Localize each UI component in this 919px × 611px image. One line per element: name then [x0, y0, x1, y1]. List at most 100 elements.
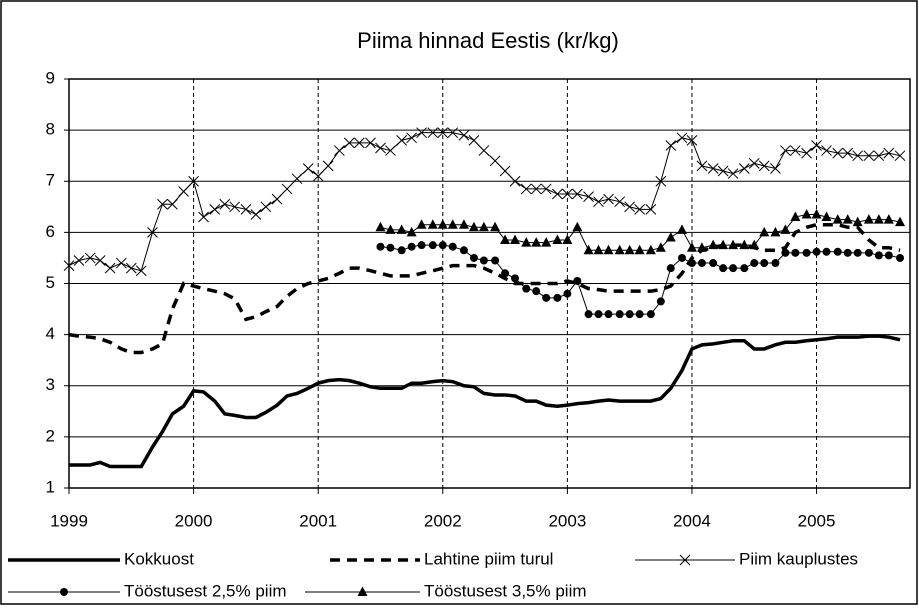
marker — [679, 554, 691, 566]
marker — [447, 219, 458, 229]
marker — [842, 147, 854, 159]
marker — [541, 237, 552, 247]
marker — [758, 160, 770, 172]
marker — [676, 132, 688, 144]
marker — [60, 588, 68, 596]
marker — [489, 155, 501, 167]
marker — [552, 188, 563, 200]
marker — [802, 248, 811, 257]
legend-item: Lahtine piim turul — [330, 549, 553, 568]
marker — [73, 255, 85, 266]
marker — [853, 248, 862, 257]
marker — [468, 134, 480, 146]
marker — [532, 287, 541, 296]
marker — [624, 201, 636, 213]
marker — [125, 262, 137, 274]
marker — [271, 193, 283, 205]
marker — [479, 256, 488, 265]
marker — [749, 239, 760, 250]
marker — [687, 259, 696, 268]
marker — [500, 234, 511, 245]
x-tick-label: 2000 — [175, 511, 213, 530]
marker — [895, 216, 906, 227]
marker — [833, 247, 842, 256]
y-tick-label: 6 — [46, 222, 55, 241]
marker — [229, 201, 241, 213]
series-line — [69, 334, 901, 469]
marker — [501, 269, 510, 278]
y-tick-label: 7 — [46, 171, 55, 190]
y-tick-label: 2 — [46, 426, 55, 445]
marker — [209, 204, 221, 215]
marker — [811, 140, 822, 151]
y-tick-label: 5 — [46, 273, 55, 292]
marker — [634, 204, 645, 215]
marker — [780, 145, 791, 156]
marker — [832, 214, 843, 224]
marker — [864, 248, 873, 257]
marker — [396, 134, 408, 146]
marker — [696, 160, 708, 172]
marker — [740, 264, 749, 273]
marker — [343, 137, 355, 149]
marker — [375, 142, 386, 154]
marker — [894, 150, 906, 162]
marker — [738, 163, 750, 174]
marker — [167, 198, 178, 210]
marker — [790, 145, 801, 156]
marker — [614, 244, 625, 255]
x-tick-label: 2005 — [798, 511, 836, 530]
marker — [115, 257, 127, 269]
marker — [563, 289, 572, 298]
marker — [427, 127, 439, 139]
marker — [863, 150, 875, 162]
marker — [553, 293, 562, 302]
marker — [427, 219, 438, 229]
marker — [365, 137, 376, 149]
marker — [396, 224, 407, 234]
marker — [728, 239, 739, 250]
marker — [397, 246, 406, 255]
marker — [334, 145, 345, 156]
marker — [781, 248, 790, 257]
marker — [571, 188, 583, 200]
marker — [863, 214, 874, 224]
marker — [646, 310, 655, 319]
marker — [770, 226, 781, 237]
marker — [147, 227, 158, 238]
marker — [583, 191, 594, 202]
marker — [593, 196, 604, 208]
marker — [655, 175, 667, 187]
marker — [357, 586, 368, 596]
plot-area — [68, 78, 911, 489]
marker — [884, 251, 893, 260]
marker — [832, 147, 844, 159]
marker — [717, 165, 729, 177]
series — [376, 241, 905, 319]
marker — [603, 193, 614, 205]
marker — [801, 208, 812, 219]
marker — [478, 145, 490, 156]
marker — [240, 204, 252, 215]
marker — [562, 234, 573, 245]
marker — [572, 221, 583, 232]
y-tick-label: 1 — [46, 477, 55, 496]
marker — [873, 150, 885, 162]
marker — [499, 165, 511, 177]
marker — [883, 147, 895, 159]
marker — [540, 183, 552, 195]
marker — [665, 140, 677, 151]
marker — [843, 248, 852, 257]
marker — [552, 234, 563, 245]
legend-label: Lahtine piim turul — [424, 549, 553, 568]
marker — [386, 243, 395, 252]
series — [375, 208, 906, 255]
marker — [811, 208, 822, 219]
marker — [219, 198, 231, 210]
marker — [250, 209, 262, 220]
marker — [353, 137, 365, 149]
x-tick-label: 2001 — [299, 511, 337, 530]
marker — [677, 253, 686, 262]
marker — [780, 224, 791, 234]
marker — [375, 221, 386, 232]
